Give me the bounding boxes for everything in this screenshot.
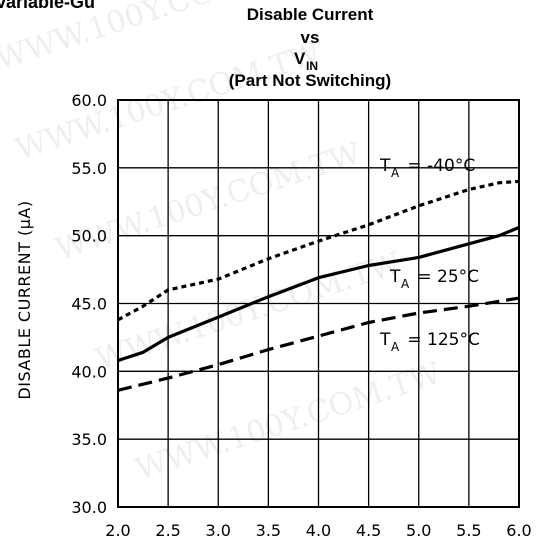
series-label-125: T A = 125°C: [379, 330, 480, 354]
x-tick-label: 3.0: [206, 521, 231, 540]
y-tick-label: 45.0: [71, 295, 107, 314]
series-label-25: T A = 25°C: [389, 267, 479, 291]
chart-title-line3: V IN: [294, 49, 318, 73]
x-tick-label: 3.5: [256, 521, 281, 540]
y-tick-label: 55.0: [71, 159, 107, 178]
chart-title-v: V: [294, 49, 306, 68]
series-label-25-t: T: [389, 267, 401, 287]
chart-title-in: IN: [306, 59, 318, 73]
x-tick-label: 5.0: [406, 521, 431, 540]
y-tick-label: 40.0: [71, 362, 107, 381]
x-tick-label: 4.0: [306, 521, 331, 540]
y-tick-labels: 30.0 35.0 40.0 45.0 50.0 55.0 60.0: [71, 91, 107, 517]
series-label-125-value: = 125°C: [402, 330, 480, 350]
chart-title-line1: Disable Current: [247, 5, 374, 24]
series-group: [117, 179, 520, 392]
x-tick-label: 6.0: [506, 521, 531, 540]
series-label-25-sub: A: [401, 277, 410, 291]
y-tick-label: 30.0: [71, 498, 107, 517]
series-label-minus40-sub: A: [391, 166, 400, 180]
y-tick-label: 60.0: [71, 91, 107, 110]
x-tick-label: 5.5: [456, 521, 481, 540]
series-line-125c: [117, 296, 520, 392]
x-tick-label: 2.5: [155, 521, 180, 540]
series-label-125-t: T: [379, 330, 391, 350]
chart-title-line2: vs: [301, 28, 320, 47]
y-tick-label: 50.0: [71, 227, 107, 246]
chart-title: Disable Current vs V IN (Part Not Switch…: [229, 5, 391, 90]
y-axis-label: DISABLE CURRENT (μA): [15, 200, 34, 399]
x-tick-label: 2.0: [105, 521, 130, 540]
plot-frame: [117, 99, 520, 508]
series-label-25-value: = 25°C: [412, 267, 479, 287]
series-line-25c: [117, 226, 520, 363]
series-label-minus40-value: = -40°C: [402, 156, 475, 176]
watermark-text: WWW.100Y.COM.TW: [132, 356, 446, 488]
watermark-text: WWW.100Y.COM.TW: [92, 246, 406, 378]
header-fragment: variable-Gu: [0, 0, 95, 12]
series-label-minus40-t: T: [379, 156, 391, 176]
series-label-minus40: T A = -40°C: [379, 156, 475, 180]
chart-title-line4: (Part Not Switching): [229, 71, 391, 90]
series-line-minus40c: [117, 179, 520, 322]
x-tick-label: 4.5: [356, 521, 381, 540]
series-label-125-sub: A: [391, 340, 400, 354]
x-tick-labels: 2.0 2.5 3.0 3.5 4.0 4.5 5.0 5.5 6.0: [105, 521, 531, 540]
y-tick-label: 35.0: [71, 430, 107, 449]
